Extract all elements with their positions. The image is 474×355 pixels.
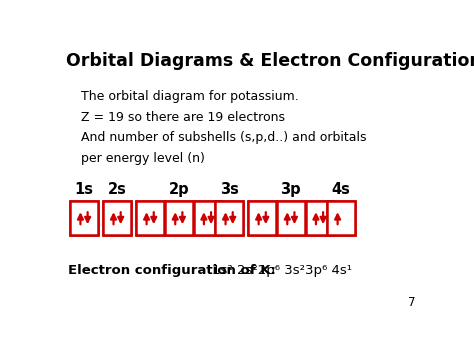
- Bar: [215, 201, 243, 235]
- Bar: [306, 201, 333, 235]
- Text: The orbital diagram for potassium.: The orbital diagram for potassium.: [82, 91, 299, 103]
- Bar: [103, 201, 131, 235]
- Bar: [248, 201, 276, 235]
- Text: 7: 7: [408, 296, 416, 309]
- Bar: [103, 201, 131, 235]
- Text: 3s: 3s: [220, 182, 238, 197]
- Text: 2p: 2p: [169, 182, 189, 197]
- Text: Orbital Diagrams & Electron Configurations: Orbital Diagrams & Electron Configuratio…: [66, 52, 474, 70]
- Text: 2s: 2s: [108, 182, 127, 197]
- Text: 1s² 2s²2p⁶ 3s²3p⁶ 4s¹: 1s² 2s²2p⁶ 3s²3p⁶ 4s¹: [212, 264, 352, 277]
- Text: 4s: 4s: [332, 182, 351, 197]
- Text: 1s: 1s: [74, 182, 93, 197]
- Text: And number of subshells (s,p,d..) and orbitals: And number of subshells (s,p,d..) and or…: [82, 131, 367, 144]
- Bar: [328, 201, 355, 235]
- Bar: [165, 201, 192, 235]
- Bar: [248, 201, 333, 235]
- Text: 3p: 3p: [281, 182, 301, 197]
- Bar: [70, 201, 98, 235]
- Text: Z = 19 so there are 19 electrons: Z = 19 so there are 19 electrons: [82, 111, 285, 124]
- Text: per energy level (n): per energy level (n): [82, 152, 205, 165]
- Bar: [137, 201, 221, 235]
- Bar: [194, 201, 221, 235]
- Bar: [70, 201, 98, 235]
- Bar: [328, 201, 355, 235]
- Text: Electron configuration of K:: Electron configuration of K:: [68, 264, 276, 277]
- Bar: [137, 201, 164, 235]
- Bar: [277, 201, 305, 235]
- Bar: [215, 201, 243, 235]
